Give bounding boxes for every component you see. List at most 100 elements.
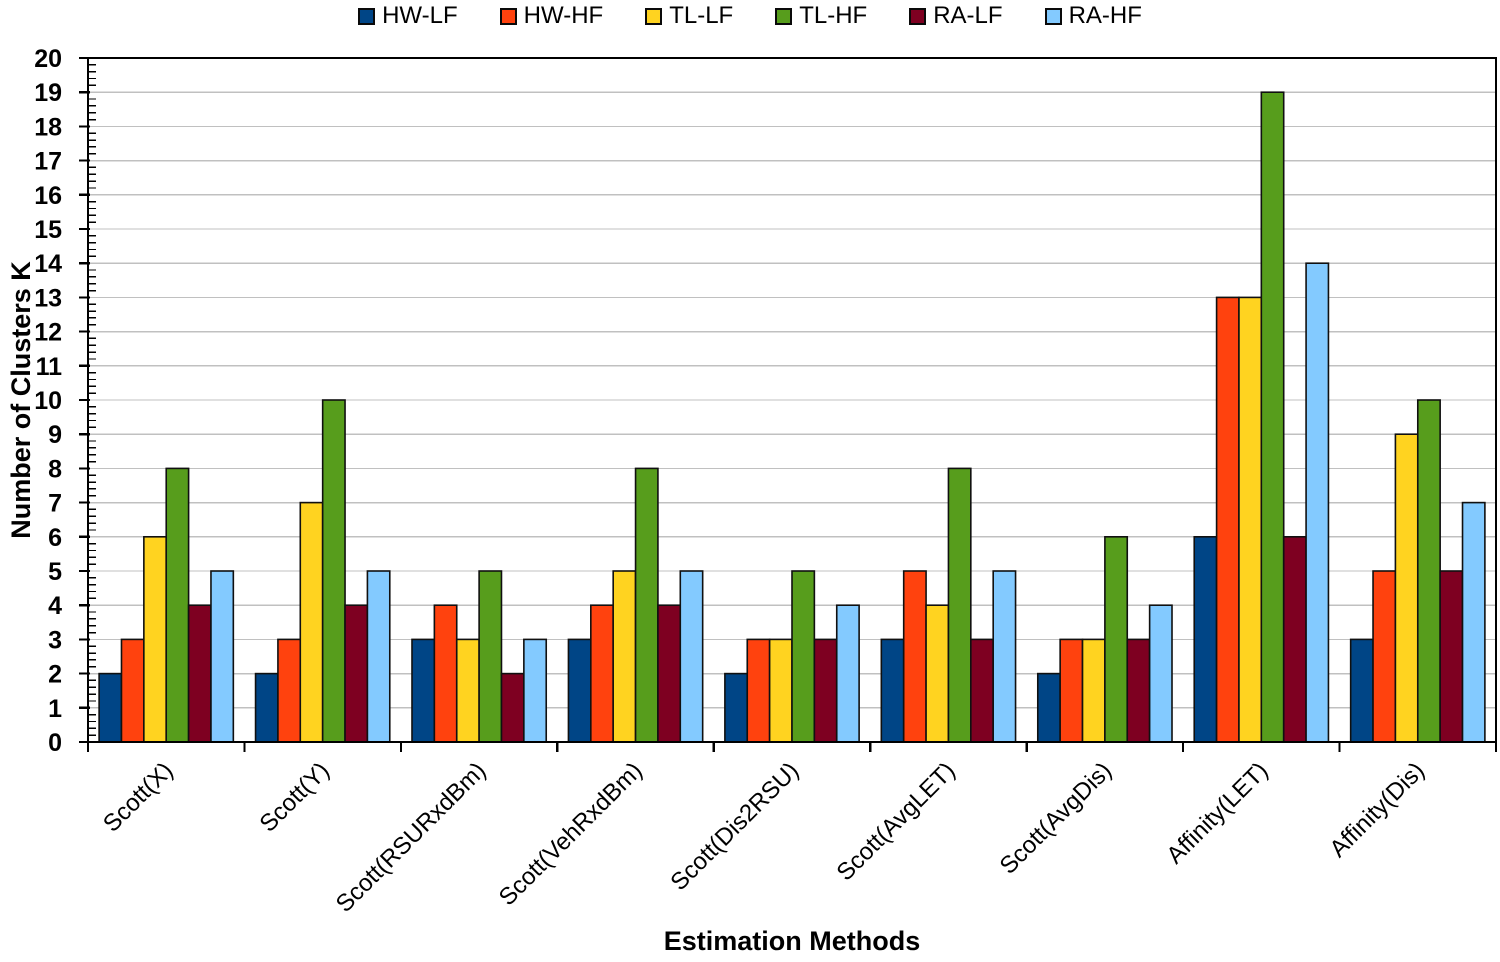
bar-tl-lf-3	[455, 638, 480, 743]
bar-tl-hf-5	[791, 570, 816, 743]
bar-ra-hf-9	[1461, 501, 1486, 743]
bar-tl-lf-2	[299, 501, 324, 743]
bar-ra-hf-8	[1305, 262, 1330, 743]
y-tick-label: 6	[48, 524, 62, 552]
y-tick-label: 5	[48, 558, 62, 586]
legend: HW-LF HW-HF TL-LF TL-HF RA-LF RA-HF	[0, 4, 1500, 28]
y-tick-label: 15	[34, 216, 62, 244]
bar-ra-lf-6	[970, 638, 994, 743]
bar-hw-hf-8	[1215, 296, 1240, 743]
x-category-label: Affinity(Dis)	[1324, 757, 1430, 863]
bar-hw-lf-7	[1036, 672, 1061, 743]
bar-hw-hf-6	[902, 570, 927, 743]
bar-hw-hf-4	[590, 604, 614, 743]
bar-hw-hf-7	[1059, 638, 1084, 743]
bar-hw-hf-2	[277, 638, 302, 743]
bar-tl-lf-1	[143, 535, 168, 743]
legend-item-hw-lf: HW-LF	[358, 4, 458, 28]
bar-ra-lf-1	[187, 604, 212, 743]
bar-hw-lf-3	[411, 638, 436, 743]
bar-tl-lf-7	[1081, 638, 1106, 743]
y-tick-label: 7	[48, 490, 62, 518]
bar-ra-lf-9	[1439, 570, 1464, 743]
bar-hw-hf-5	[746, 638, 771, 743]
legend-label: HW-HF	[523, 2, 604, 29]
bar-tl-hf-8	[1260, 91, 1285, 743]
bar-tl-hf-1	[165, 467, 190, 743]
bar-tl-lf-9	[1394, 433, 1419, 743]
y-tick-label: 2	[48, 661, 62, 689]
bar-tl-hf-7	[1104, 535, 1129, 743]
y-tick-label: 18	[34, 113, 62, 141]
bar-ra-lf-5	[813, 638, 838, 743]
bar-hw-hf-1	[120, 638, 145, 743]
legend-swatch-icon	[499, 7, 517, 25]
bar-tl-lf-6	[925, 604, 950, 743]
bar-ra-hf-4	[679, 570, 704, 743]
y-tick-label: 8	[48, 455, 62, 483]
x-category-label: Scott(VehRxdBm)	[494, 757, 648, 911]
x-category-label: Scott(AvgLET)	[832, 757, 961, 886]
legend-item-tl-lf: TL-LF	[645, 4, 733, 28]
bar-tl-lf-5	[768, 638, 793, 743]
y-tick-label: 19	[34, 79, 62, 107]
bar-hw-lf-5	[724, 672, 749, 743]
bar-ra-lf-7	[1126, 638, 1151, 743]
x-category-label: Affinity(LET)	[1161, 757, 1273, 869]
bar-hw-hf-9	[1372, 570, 1397, 743]
x-category-label: Scott(AvgDis)	[995, 757, 1118, 880]
y-tick-label: 14	[34, 250, 62, 278]
bar-tl-lf-8	[1238, 296, 1263, 743]
legend-swatch-icon	[775, 7, 793, 25]
bar-ra-hf-3	[523, 638, 548, 743]
legend-label: RA-LF	[933, 2, 1003, 29]
legend-item-hw-hf: HW-HF	[499, 2, 604, 29]
y-tick-label: 9	[48, 421, 62, 449]
bars-group	[98, 91, 1486, 743]
legend-label: RA-HF	[1068, 2, 1142, 29]
bar-hw-lf-9	[1349, 638, 1374, 743]
legend-item-ra-lf: RA-LF	[909, 2, 1003, 29]
y-tick-label: 11	[36, 353, 63, 381]
bar-tl-hf-6	[947, 467, 972, 743]
x-axis-title: Estimation Methods	[664, 926, 921, 956]
bar-hw-hf-3	[433, 604, 458, 743]
bar-hw-lf-6	[880, 638, 905, 743]
x-category-label: Scott(Y)	[255, 757, 335, 837]
y-tick-label: 13	[34, 284, 62, 312]
bar-ra-hf-5	[835, 604, 860, 743]
bar-ra-hf-6	[992, 570, 1017, 743]
bar-hw-lf-2	[254, 672, 279, 743]
bar-ra-hf-1	[210, 570, 235, 743]
bar-ra-hf-2	[366, 570, 391, 743]
legend-swatch-icon	[358, 7, 376, 25]
legend-swatch-icon	[645, 7, 663, 25]
y-tick-label: 0	[48, 729, 62, 757]
x-category-label: Scott(Dis2RSU)	[665, 757, 804, 896]
bar-hw-lf-4	[567, 638, 592, 743]
y-tick-label: 3	[48, 626, 62, 654]
bar-ra-lf-8	[1282, 535, 1307, 743]
bar-tl-hf-9	[1416, 399, 1441, 743]
legend-swatch-icon	[1044, 7, 1062, 25]
legend-item-ra-hf: RA-HF	[1044, 2, 1142, 29]
axes	[79, 56, 1498, 752]
y-tick-label: 20	[34, 45, 62, 73]
bar-ra-hf-7	[1148, 604, 1173, 743]
x-category-labels: Scott(X) Scott(Y)Scott(RSURxdBm) Scott(Veh…	[98, 757, 1430, 918]
legend-swatch-icon	[909, 7, 927, 25]
bar-tl-hf-3	[478, 570, 503, 743]
bar-ra-lf-4	[657, 604, 682, 743]
y-tick-label: 4	[48, 592, 62, 620]
bar-tl-hf-4	[634, 467, 659, 743]
y-tick-label: 10	[34, 387, 62, 415]
y-tick-label: 1	[48, 695, 62, 723]
bar-hw-lf-1	[98, 672, 123, 743]
bar-tl-lf-4	[612, 570, 637, 743]
y-tick-label: 17	[34, 148, 62, 176]
y-tick-label: 16	[34, 182, 62, 210]
legend-label: TL-LF	[669, 2, 734, 29]
